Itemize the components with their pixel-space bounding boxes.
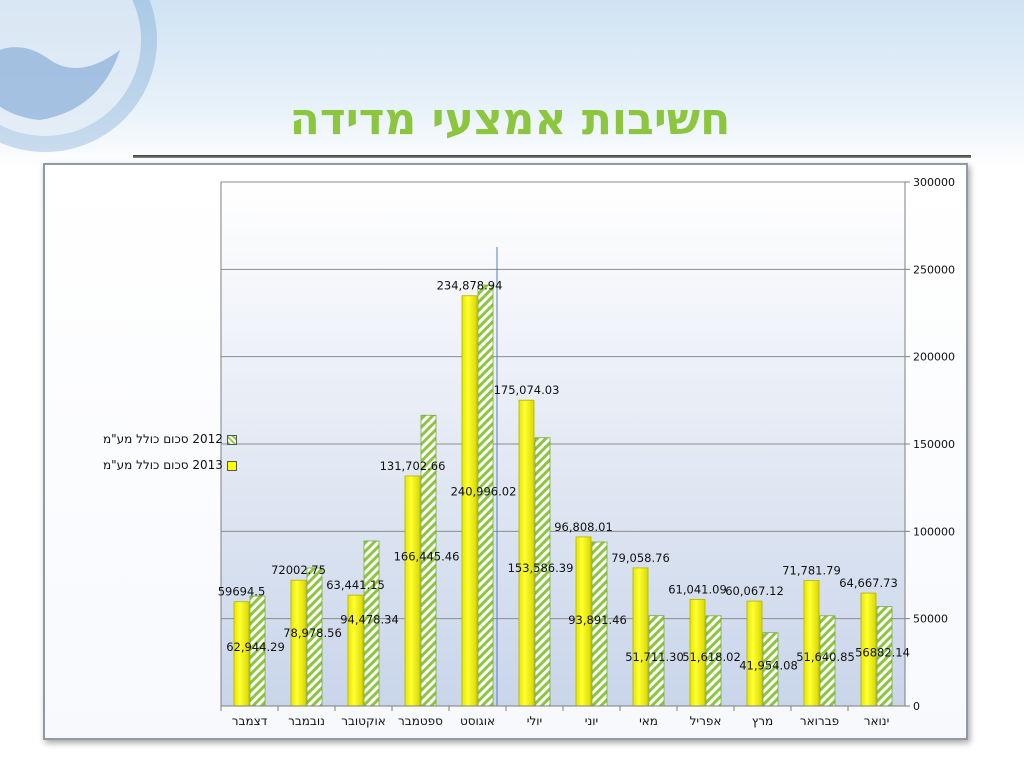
legend-swatch-2013: [226, 460, 237, 471]
x-tick-label: יולי: [527, 714, 542, 728]
x-tick-label: דצמבר: [232, 714, 268, 728]
bar-2013: [746, 600, 763, 707]
data-label-2012: 56882.14: [855, 645, 910, 659]
chart-panel: 64,667.73 56882.14 71,781.79 51,640.85 60,06…: [43, 163, 968, 740]
legend-swatch-2012: [226, 434, 237, 445]
bar-2013: [290, 579, 307, 707]
data-label-2013: 71,781.79: [782, 564, 841, 578]
data-label-2013: 64,667.73: [839, 576, 898, 590]
legend-item-2013: 2013 סכום כולל מע"מ: [103, 458, 237, 472]
slide-title: חשיבות אמצעי מדידה: [289, 94, 731, 145]
bar-2013: [461, 295, 478, 707]
data-label-2013: 59694.5: [218, 585, 266, 599]
legend-label-2013: 2013 סכום כולל מע"מ: [103, 458, 223, 472]
data-label-2012: 78,978.56: [283, 626, 342, 640]
data-label-2013: 63,441.15: [326, 578, 385, 592]
y-tick-label: 100000: [913, 525, 955, 538]
y-tick-label: 300000: [913, 176, 955, 189]
bar-2013: [404, 475, 421, 707]
data-label-2013: 175,074.03: [494, 383, 560, 397]
data-label-2012: 41,954.08: [739, 658, 798, 672]
data-label-2013: 61,041.09: [668, 582, 727, 596]
bar-2013: [632, 567, 649, 707]
data-label-2013: 131,702.66: [380, 459, 446, 473]
data-label-2013: 72002.75: [271, 563, 326, 577]
globe-decoration: [0, 0, 157, 152]
x-tick-label: ינואר: [864, 714, 890, 728]
y-tick-label: 200000: [913, 351, 955, 364]
x-tick-label: מאי: [639, 714, 658, 728]
data-label-2012: 94,478.34: [340, 612, 399, 626]
title-divider: [133, 155, 971, 158]
data-label-2012: 240,996.02: [451, 485, 517, 499]
data-label-2013: 234,878.94: [437, 279, 503, 293]
data-label-2012: 51,711.30: [625, 650, 684, 664]
y-tick-label: 250000: [913, 263, 955, 276]
data-label-2012: 93,891.46: [568, 613, 627, 627]
data-label-2012: 51,640.85: [796, 650, 855, 664]
x-tick-label: אפריל: [690, 714, 722, 728]
bar-2013: [803, 580, 820, 707]
bar-chart: 64,667.73 56882.14 71,781.79 51,640.85 60,06…: [218, 176, 955, 728]
legend-item-2012: 2012 סכום כולל מע"מ: [103, 432, 237, 446]
legend-label-2012: 2012 סכום כולל מע"מ: [103, 432, 223, 446]
x-tick-label: נובמבר: [288, 714, 325, 728]
data-label-2013: 79,058.76: [611, 551, 670, 565]
data-label-2012: 62,944.29: [226, 640, 285, 654]
data-label-2012: 51,618.02: [682, 650, 741, 664]
x-tick-label: אוגוסט: [460, 714, 495, 728]
y-tick-label: 0: [913, 700, 920, 713]
data-label-2013: 60,067.12: [725, 584, 784, 598]
y-tick-label: 150000: [913, 438, 955, 451]
x-tick-label: מרץ: [752, 714, 773, 728]
data-label-2012: 166,445.46: [394, 550, 460, 564]
data-label-2013: 96,808.01: [554, 520, 613, 534]
data-label-2012: 153,586.39: [508, 561, 574, 575]
x-tick-label: ספטמבר: [398, 714, 443, 728]
x-tick-label: פברואר: [800, 714, 839, 728]
y-tick-label: 50000: [913, 613, 948, 626]
x-tick-label: אוקטובר: [341, 714, 386, 728]
x-tick-label: יוני: [585, 714, 598, 728]
bar-2013: [518, 399, 535, 707]
